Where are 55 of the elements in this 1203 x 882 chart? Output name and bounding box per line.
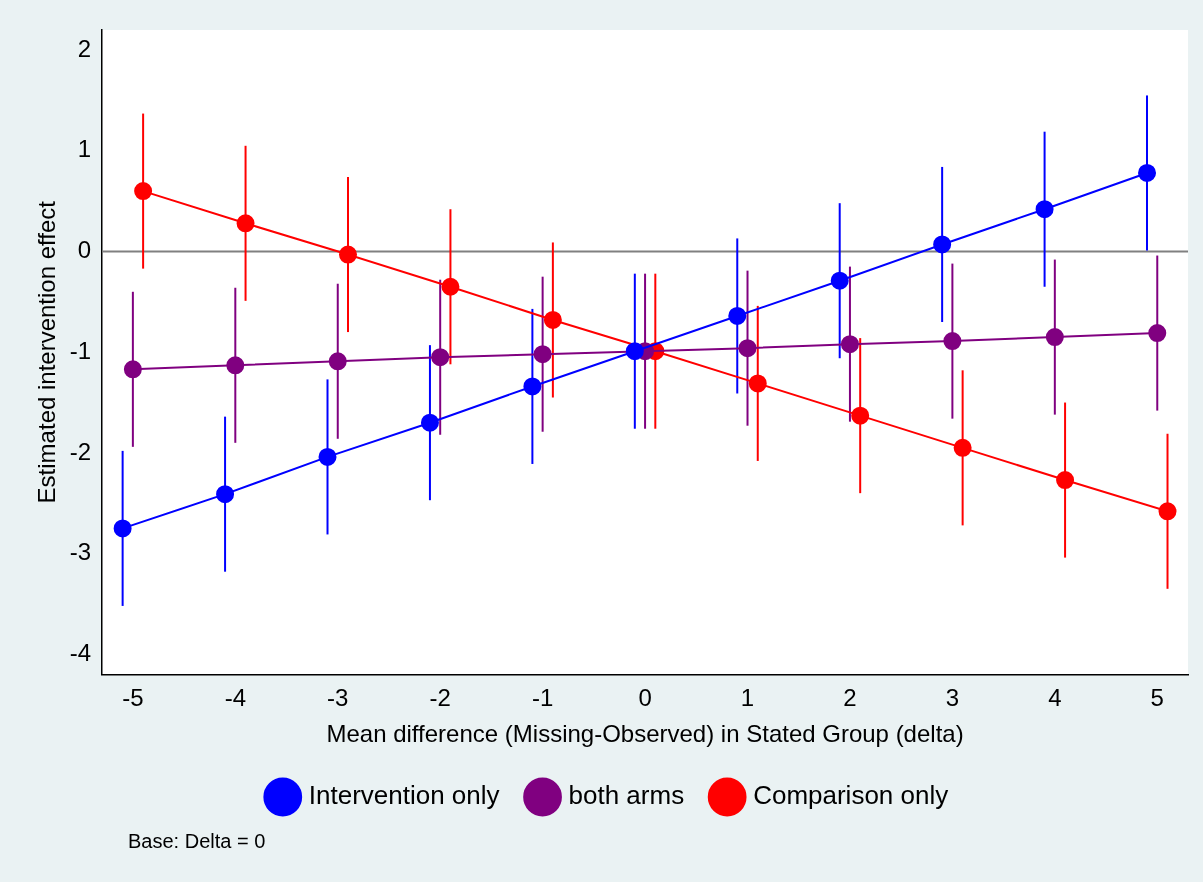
- x-tick-label: -3: [327, 684, 349, 712]
- point: [1148, 324, 1167, 343]
- y-tick-label: -3: [69, 538, 92, 566]
- x-axis-title: Mean difference (Missing-Observed) in Stated Group (delta): [326, 720, 964, 748]
- point: [625, 342, 644, 361]
- point: [134, 182, 153, 201]
- y-axis-title: Estimated intervention effect: [33, 200, 61, 504]
- point: [318, 447, 337, 466]
- point: [543, 310, 562, 329]
- point: [933, 235, 952, 254]
- point: [1035, 200, 1054, 219]
- point: [840, 335, 859, 354]
- point: [123, 360, 142, 379]
- y-tick-label: -1: [69, 336, 92, 364]
- y-tick-label: 0: [77, 236, 92, 264]
- x-tick-label: 0: [638, 684, 652, 712]
- point: [523, 377, 542, 396]
- x-tick-label: 4: [1048, 684, 1062, 712]
- x-tick-label: 2: [843, 684, 857, 712]
- point: [216, 485, 235, 504]
- point: [226, 356, 245, 375]
- point: [748, 374, 767, 393]
- point: [339, 245, 357, 264]
- point: [728, 306, 747, 325]
- point: [1138, 163, 1157, 182]
- x-tick-label: -2: [429, 684, 451, 712]
- y-tick-label: 2: [77, 34, 92, 62]
- point: [441, 277, 460, 296]
- point: [1056, 471, 1075, 490]
- point: [1045, 328, 1064, 347]
- legend-label: Intervention only: [308, 780, 500, 811]
- x-tick-label: -1: [531, 684, 554, 712]
- legend-label: Comparison only: [753, 780, 949, 811]
- point: [851, 406, 870, 425]
- x-tick-label: -4: [224, 684, 246, 712]
- x-tick-label: 5: [1150, 684, 1164, 712]
- y-tick-label: -4: [69, 638, 92, 666]
- point: [431, 348, 450, 367]
- y-tick-label: 1: [77, 135, 92, 163]
- point: [953, 438, 972, 457]
- point: [1158, 502, 1177, 521]
- point: [236, 214, 255, 233]
- point: [943, 332, 962, 351]
- point: [420, 413, 439, 432]
- point: [533, 345, 552, 364]
- point: [328, 352, 347, 371]
- x-tick-label: 1: [740, 684, 755, 712]
- text: Base: Delta = 0: [128, 830, 266, 853]
- y-tick-label: -2: [69, 437, 92, 465]
- point: [830, 271, 849, 290]
- legend-label: both arms: [568, 780, 685, 811]
- point: [113, 519, 132, 538]
- point: [738, 339, 757, 358]
- x-tick-label: -5: [122, 684, 144, 712]
- x-tick-label: 3: [945, 684, 960, 712]
